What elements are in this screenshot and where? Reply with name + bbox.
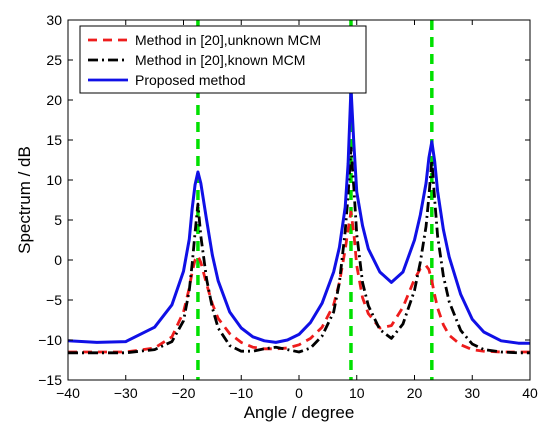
x-tick-label: −30 bbox=[114, 385, 138, 401]
y-tick-label: 15 bbox=[46, 132, 62, 148]
legend-label-3: Proposed method bbox=[135, 72, 246, 88]
x-tick-label: −20 bbox=[172, 385, 196, 401]
y-axis-label: Spectrum / dB bbox=[15, 146, 34, 254]
x-tick-label: 0 bbox=[295, 385, 303, 401]
y-tick-label: −15 bbox=[38, 372, 62, 388]
x-tick-label: 30 bbox=[464, 385, 480, 401]
x-tick-label: 20 bbox=[407, 385, 423, 401]
y-tick-label: −10 bbox=[38, 332, 62, 348]
x-tick-label: 40 bbox=[522, 385, 538, 401]
y-tick-label: −5 bbox=[46, 292, 62, 308]
x-axis-label: Angle / degree bbox=[244, 403, 355, 422]
y-tick-label: 5 bbox=[54, 212, 62, 228]
y-tick-label: 0 bbox=[54, 252, 62, 268]
legend: Method in [20],unknown MCM Method in [20]… bbox=[79, 25, 367, 94]
x-tick-label: −10 bbox=[229, 385, 253, 401]
y-tick-label: 30 bbox=[46, 12, 62, 28]
series-line-3 bbox=[68, 86, 530, 345]
series-line-2 bbox=[68, 146, 530, 355]
legend-label-1: Method in [20],unknown MCM bbox=[135, 32, 321, 48]
x-tick-label: 10 bbox=[349, 385, 365, 401]
series-line-1 bbox=[68, 210, 530, 354]
axes: −40 −30 −20 −10 0 10 20 30 40 −15 −10 −5 0 5 10 15 20 25 3… bbox=[38, 12, 538, 401]
y-tick-label: 10 bbox=[46, 172, 62, 188]
y-tick-label: 20 bbox=[46, 92, 62, 108]
y-tick-label: 25 bbox=[46, 52, 62, 68]
legend-box bbox=[79, 25, 367, 94]
x-tick-label: −40 bbox=[56, 385, 80, 401]
series-layer bbox=[68, 86, 530, 355]
legend-label-2: Method in [20],known MCM bbox=[135, 52, 305, 68]
